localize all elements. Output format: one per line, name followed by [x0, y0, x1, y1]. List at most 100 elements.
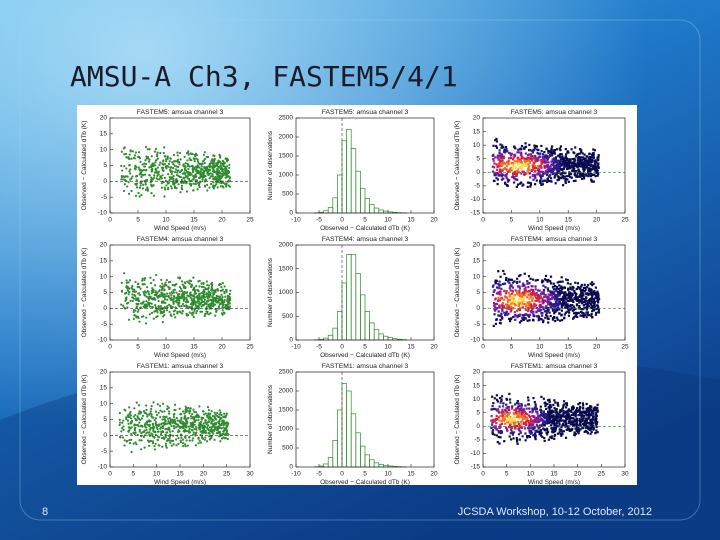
- density-cell: [571, 420, 574, 423]
- scatter-dot: [218, 171, 222, 175]
- density-cell: [541, 301, 544, 304]
- x-axis-label: Wind Speed (m/s): [154, 479, 206, 486]
- density-cell: [492, 302, 496, 305]
- density-cell: [580, 159, 583, 162]
- scatter-dot: [197, 302, 200, 305]
- density-cell: [528, 153, 531, 156]
- scatter-dot: [172, 153, 176, 157]
- scatter-dot: [198, 163, 202, 166]
- scatter-dot: [185, 420, 188, 423]
- density-cell: [513, 427, 516, 430]
- density-cell: [515, 185, 518, 188]
- density-cell: [586, 302, 590, 306]
- density-cell: [553, 176, 556, 179]
- density-cell: [590, 163, 593, 166]
- density-cell: [527, 275, 531, 278]
- density-cell: [591, 410, 594, 413]
- density-cell: [495, 398, 499, 401]
- scatter-dot: [191, 424, 195, 428]
- scatter-dot: [129, 414, 132, 417]
- density-cell: [550, 412, 553, 415]
- x-tick-label: 20: [574, 471, 582, 478]
- scatter-dot: [215, 294, 218, 298]
- density-cell: [564, 311, 567, 314]
- density-cell: [507, 408, 510, 411]
- density-cell: [554, 422, 558, 425]
- scatter-dot: [156, 403, 159, 406]
- density-cell: [593, 173, 596, 177]
- density-cell: [504, 292, 508, 295]
- scatter-dot: [173, 164, 176, 167]
- density-cell: [556, 403, 559, 406]
- scatter-dot: [198, 279, 201, 282]
- density-cell: [578, 173, 582, 176]
- scatter-dot: [188, 412, 191, 415]
- density-cell: [556, 154, 560, 157]
- density-cell: [574, 294, 577, 297]
- scatter-dot: [218, 416, 221, 419]
- density-cell: [538, 305, 542, 309]
- scatter-dot: [195, 296, 198, 299]
- scatter-dot: [124, 152, 128, 156]
- density-cell: [567, 163, 570, 166]
- slide-title: AMSU-A Ch3, FASTEM5/4/1: [70, 60, 458, 93]
- density-cell: [510, 278, 514, 281]
- density-cell: [533, 408, 537, 411]
- scatter-dot: [219, 418, 222, 421]
- density-cell: [545, 311, 548, 315]
- density-cell: [499, 314, 502, 318]
- density-cell: [585, 407, 588, 410]
- density-cell: [562, 404, 565, 407]
- density-cell: [588, 289, 591, 292]
- density-cell: [571, 299, 574, 303]
- density-cell: [592, 166, 595, 169]
- scatter-dot: [155, 177, 158, 180]
- scatter-dot: [139, 424, 143, 428]
- scatter-dot: [201, 162, 204, 166]
- density-cell: [520, 157, 523, 160]
- density-cell: [580, 173, 584, 176]
- density-cell: [511, 281, 515, 284]
- density-cell: [496, 182, 499, 186]
- scatter-dot: [163, 423, 166, 426]
- density-cell: [597, 154, 600, 157]
- scatter-dot: [201, 176, 205, 179]
- density-cell: [517, 410, 520, 414]
- density-cell: [509, 438, 513, 441]
- scatter-dot: [127, 414, 130, 417]
- scatter-dot: [217, 159, 220, 162]
- density-cell: [545, 313, 548, 317]
- density-cell: [518, 287, 522, 290]
- scatter-dot: [149, 181, 152, 184]
- density-cell: [565, 157, 569, 160]
- scatter-dot: [222, 162, 226, 165]
- density-cell: [575, 312, 578, 316]
- density-cell: [493, 289, 496, 292]
- density-cell: [557, 169, 561, 172]
- density-cell: [545, 147, 548, 150]
- scatter-dot: [127, 192, 131, 195]
- x-tick-label: 20: [430, 471, 438, 478]
- density-cell: [516, 442, 519, 445]
- density-cell: [535, 145, 538, 148]
- density-cell: [587, 175, 590, 178]
- scatter-dot: [204, 312, 207, 316]
- density-cell: [547, 156, 550, 159]
- density-cell: [590, 424, 593, 428]
- density-cell: [570, 294, 573, 297]
- scatter-dot: [127, 422, 130, 425]
- scatter-dot: [202, 285, 205, 289]
- scatter-dot: [175, 291, 178, 294]
- density-cell: [592, 427, 595, 430]
- scatter-dot: [191, 412, 194, 416]
- scatter-dot: [125, 279, 128, 282]
- scatter-dot: [135, 179, 138, 182]
- scatter-dot: [122, 419, 125, 422]
- density-cell: [537, 158, 540, 162]
- density-cell: [552, 295, 556, 299]
- scatter-dot: [148, 433, 151, 436]
- density-cell: [533, 426, 536, 429]
- density-cell: [550, 147, 553, 150]
- density-cell: [590, 179, 593, 182]
- scatter-dot: [219, 434, 222, 437]
